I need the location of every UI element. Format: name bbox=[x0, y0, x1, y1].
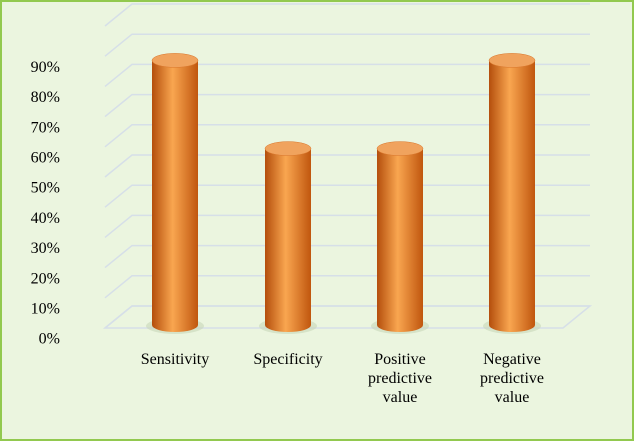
bar bbox=[489, 60, 535, 333]
bar-top bbox=[488, 53, 536, 68]
bar-top bbox=[151, 53, 199, 68]
grid-line bbox=[104, 63, 590, 87]
y-tick-label: 50% bbox=[31, 180, 60, 197]
y-tick-label: 40% bbox=[31, 210, 60, 227]
y-tick-label: 60% bbox=[31, 149, 60, 166]
y-tick-label: 20% bbox=[31, 270, 60, 287]
grid-line bbox=[104, 93, 590, 118]
x-tick-label: Specificity bbox=[253, 351, 323, 368]
grid-line bbox=[104, 214, 590, 238]
bar bbox=[152, 60, 198, 333]
y-tick-label: 0% bbox=[39, 331, 60, 348]
grid-line bbox=[104, 275, 590, 299]
grid-line bbox=[104, 3, 590, 27]
grid-line bbox=[104, 124, 590, 148]
bar bbox=[265, 148, 311, 332]
x-tick-label: Positive predictive value bbox=[368, 351, 432, 406]
grid-line bbox=[104, 154, 590, 178]
y-tick-label: 70% bbox=[31, 119, 60, 136]
grid-line bbox=[104, 33, 590, 57]
grid-line bbox=[104, 184, 590, 208]
bar bbox=[377, 148, 423, 332]
bar-top bbox=[264, 141, 312, 156]
y-tick-label: 80% bbox=[31, 89, 60, 106]
y-tick-label: 10% bbox=[31, 300, 60, 317]
x-tick-label: Sensitivity bbox=[140, 351, 210, 368]
y-tick-label: 30% bbox=[31, 240, 60, 257]
y-tick-label: 90% bbox=[31, 59, 60, 76]
grid-line bbox=[104, 244, 590, 269]
bar-top bbox=[376, 141, 424, 156]
x-tick-label: Negative predictive value bbox=[480, 351, 544, 406]
